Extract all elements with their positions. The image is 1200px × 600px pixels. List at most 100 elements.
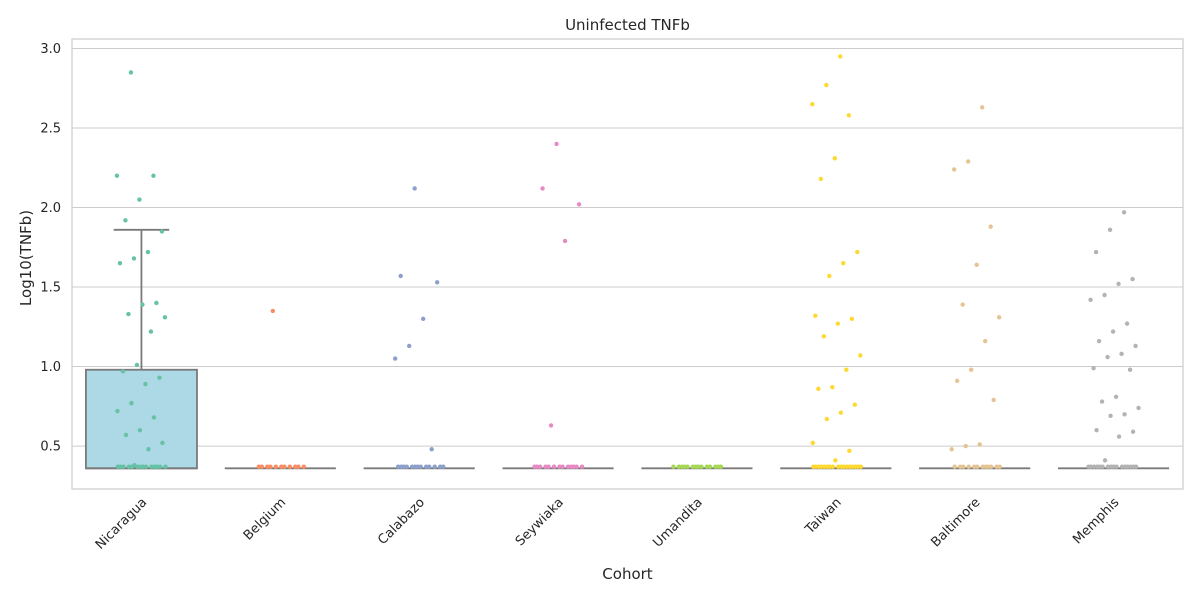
data-point (151, 173, 156, 178)
data-point (844, 367, 849, 372)
y-tick-label: 2.5 (40, 122, 61, 137)
data-point (537, 464, 543, 469)
data-point (270, 308, 276, 314)
plot-frame (71, 38, 1184, 490)
data-point (979, 105, 985, 110)
data-point (1107, 227, 1113, 233)
data-point (1116, 281, 1121, 287)
data-point (154, 300, 159, 306)
data-point (1094, 464, 1100, 469)
data-point (157, 375, 162, 380)
data-point (1105, 354, 1110, 360)
x-tick-label: Nicaragua (93, 495, 150, 552)
data-point (579, 464, 585, 469)
data-point (1124, 321, 1130, 326)
data-point (1096, 338, 1102, 344)
grid-layer (72, 48, 1183, 447)
point-layer (114, 54, 1141, 469)
data-point (151, 415, 157, 420)
data-point (146, 447, 151, 452)
data-point (949, 447, 954, 452)
data-point (832, 156, 838, 161)
data-point (997, 464, 1002, 469)
data-point (1113, 394, 1119, 399)
data-point (576, 202, 582, 207)
data-point (117, 261, 123, 266)
y-axis-title: Log10(TNFb) (17, 210, 35, 306)
data-point (1119, 351, 1124, 357)
data-point (852, 402, 858, 407)
data-point (830, 385, 835, 390)
data-point (137, 197, 142, 202)
data-point (392, 356, 398, 361)
data-point (143, 381, 148, 387)
data-point (1086, 464, 1091, 469)
x-tick-labels: Nicaragua Belgium Calabazo Seywiaka Umandita… (93, 495, 1123, 553)
data-point (1100, 464, 1105, 469)
data-point (148, 329, 154, 334)
y-tick-labels: 0.5 1.0 1.5 2.0 2.5 3.0 (40, 42, 61, 455)
y-tick-label: 1.5 (40, 281, 61, 296)
data-point (699, 464, 704, 469)
data-point (562, 238, 568, 244)
data-point (1110, 329, 1116, 334)
data-point (159, 229, 165, 234)
data-point (432, 464, 437, 469)
data-point (849, 316, 855, 322)
data-point (858, 464, 864, 469)
data-point (160, 440, 165, 446)
data-point (1121, 210, 1127, 215)
data-point (824, 416, 830, 422)
data-point (838, 54, 843, 59)
data-point (568, 464, 574, 469)
data-point (968, 367, 974, 372)
data-point (1131, 464, 1136, 469)
data-point (418, 464, 423, 469)
data-point (679, 464, 685, 469)
data-point (841, 261, 846, 266)
data-point (821, 334, 827, 339)
data-point (1108, 464, 1114, 469)
data-point (830, 464, 836, 469)
data-point (115, 464, 121, 469)
data-point (954, 378, 960, 384)
data-point (398, 273, 403, 279)
box-nicaragua (84, 228, 198, 470)
data-point (268, 464, 273, 469)
data-point (835, 321, 841, 326)
data-point (162, 315, 168, 320)
data-point (983, 464, 988, 469)
data-point (131, 256, 137, 261)
data-point (1093, 249, 1099, 255)
data-point (846, 113, 852, 118)
x-tick-label: Seywiaka (513, 495, 567, 549)
data-point (816, 386, 821, 392)
data-point (996, 315, 1002, 320)
data-point (412, 186, 417, 191)
y-tick-label: 0.5 (40, 440, 61, 455)
data-point (1130, 429, 1136, 434)
box-layer (84, 228, 1170, 470)
data-point (1102, 292, 1107, 298)
data-point (440, 464, 446, 469)
data-point (138, 464, 143, 469)
data-point (965, 159, 971, 164)
data-point (1091, 365, 1096, 371)
data-point (1127, 367, 1133, 372)
data-point (847, 464, 853, 469)
data-point (1088, 297, 1093, 302)
data-point (960, 302, 965, 307)
data-point (853, 464, 858, 469)
data-point (824, 82, 829, 88)
data-point (145, 249, 151, 255)
data-point (1099, 399, 1105, 404)
y-tick-label: 2.0 (40, 201, 61, 216)
data-point (1122, 464, 1128, 469)
data-point (546, 464, 551, 469)
data-point (554, 141, 559, 147)
data-point (810, 440, 816, 446)
data-point (839, 464, 844, 469)
data-point (963, 443, 968, 449)
data-point (301, 464, 307, 469)
data-point (287, 464, 293, 469)
